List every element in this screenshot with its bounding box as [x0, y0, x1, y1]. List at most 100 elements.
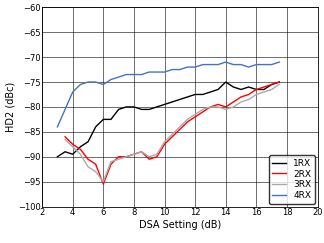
2RX — [201, 110, 205, 113]
2RX — [78, 148, 82, 151]
2RX — [147, 158, 151, 161]
2RX — [117, 155, 121, 158]
2RX — [247, 93, 250, 96]
Y-axis label: HD2 (dBc): HD2 (dBc) — [5, 82, 15, 132]
4RX — [239, 63, 243, 66]
1RX — [132, 105, 136, 108]
1RX — [124, 105, 128, 108]
4RX — [124, 73, 128, 76]
1RX — [140, 108, 144, 111]
2RX — [155, 155, 159, 158]
3RX — [201, 108, 205, 111]
4RX — [201, 63, 205, 66]
3RX — [277, 83, 281, 86]
1RX — [277, 81, 281, 84]
2RX — [178, 128, 182, 131]
3RX — [224, 108, 228, 111]
4RX — [71, 91, 75, 94]
1RX — [63, 150, 67, 153]
1RX — [270, 83, 273, 86]
4RX — [78, 83, 82, 86]
1RX — [193, 93, 197, 96]
3RX — [109, 160, 113, 163]
3RX — [170, 133, 174, 136]
2RX — [193, 115, 197, 118]
4RX — [254, 63, 258, 66]
3RX — [231, 105, 235, 108]
4RX — [247, 66, 250, 69]
1RX — [224, 81, 228, 84]
2RX — [86, 158, 90, 161]
1RX — [155, 105, 159, 108]
4RX — [140, 73, 144, 76]
3RX — [178, 125, 182, 128]
4RX — [132, 73, 136, 76]
2RX — [140, 150, 144, 153]
Line: 3RX: 3RX — [65, 85, 279, 182]
1RX — [178, 98, 182, 101]
4RX — [163, 71, 167, 74]
2RX — [186, 121, 190, 123]
3RX — [78, 153, 82, 156]
4RX — [109, 78, 113, 81]
3RX — [216, 105, 220, 108]
2RX — [101, 183, 105, 186]
1RX — [216, 88, 220, 91]
Legend: 1RX, 2RX, 3RX, 4RX: 1RX, 2RX, 3RX, 4RX — [269, 155, 315, 204]
3RX — [71, 145, 75, 148]
2RX — [94, 163, 98, 166]
4RX — [155, 71, 159, 74]
1RX — [147, 108, 151, 111]
2RX — [262, 86, 266, 88]
1RX — [94, 125, 98, 128]
4RX — [117, 76, 121, 78]
3RX — [247, 98, 250, 101]
Line: 4RX: 4RX — [57, 62, 279, 127]
1RX — [109, 118, 113, 121]
2RX — [224, 105, 228, 108]
3RX — [124, 155, 128, 158]
4RX — [86, 81, 90, 84]
1RX — [231, 86, 235, 88]
4RX — [55, 125, 59, 128]
4RX — [193, 66, 197, 69]
4RX — [208, 63, 212, 66]
1RX — [101, 118, 105, 121]
2RX — [63, 135, 67, 138]
1RX — [78, 145, 82, 148]
4RX — [94, 81, 98, 84]
1RX — [170, 101, 174, 104]
4RX — [277, 61, 281, 64]
3RX — [117, 158, 121, 161]
4RX — [63, 108, 67, 111]
3RX — [132, 153, 136, 156]
2RX — [208, 105, 212, 108]
4RX — [262, 63, 266, 66]
2RX — [163, 143, 167, 146]
4RX — [147, 71, 151, 74]
2RX — [109, 163, 113, 166]
3RX — [94, 170, 98, 173]
4RX — [224, 61, 228, 64]
2RX — [170, 135, 174, 138]
3RX — [239, 101, 243, 104]
3RX — [86, 165, 90, 168]
2RX — [132, 153, 136, 156]
3RX — [186, 118, 190, 121]
Line: 2RX: 2RX — [65, 82, 279, 184]
1RX — [117, 108, 121, 111]
3RX — [193, 113, 197, 116]
1RX — [239, 88, 243, 91]
1RX — [186, 95, 190, 98]
4RX — [178, 68, 182, 71]
3RX — [101, 180, 105, 183]
1RX — [71, 153, 75, 156]
1RX — [208, 91, 212, 94]
4RX — [231, 63, 235, 66]
1RX — [201, 93, 205, 96]
3RX — [254, 93, 258, 96]
3RX — [163, 140, 167, 143]
2RX — [270, 83, 273, 86]
4RX — [101, 83, 105, 86]
4RX — [216, 63, 220, 66]
